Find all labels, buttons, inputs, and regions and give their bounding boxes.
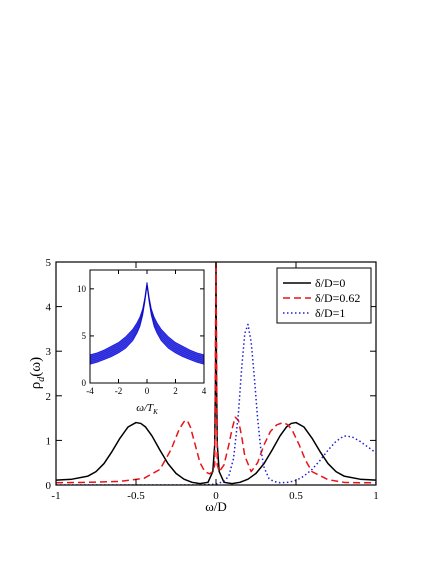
main-y-axis-label-suffix: (ω) bbox=[28, 357, 44, 377]
main-x-axis-label: ω/D bbox=[205, 499, 227, 514]
inset-ticks: -4 -2 0 2 4 0 5 10 bbox=[77, 270, 207, 396]
main-x-tick-label: 0 bbox=[213, 490, 219, 502]
inset-y-tick-label: 5 bbox=[82, 331, 87, 341]
inset-x-axis-label-sub: K bbox=[152, 408, 158, 416]
main-y-axis-label: ρd(ω) bbox=[28, 357, 47, 389]
legend-label-0: δ/D=0 bbox=[315, 276, 345, 290]
inset-series-band-0 bbox=[90, 282, 204, 365]
inset-x-tick-label: 0 bbox=[145, 386, 150, 396]
inset-chart: -4 -2 0 2 4 0 5 10 ω/TK bbox=[77, 269, 207, 416]
main-y-tick-label: 1 bbox=[46, 435, 52, 447]
legend-label-2: δ/D=1 bbox=[315, 306, 345, 320]
inset-series-group bbox=[90, 282, 204, 365]
main-y-tick-label: 3 bbox=[46, 346, 52, 358]
main-y-tick-label: 2 bbox=[46, 391, 52, 403]
main-series-line-1 bbox=[56, 262, 376, 484]
main-y-tick-label: 0 bbox=[46, 480, 52, 492]
inset-y-tick-label: 0 bbox=[82, 378, 87, 388]
inset-x-tick-label: -2 bbox=[115, 386, 123, 396]
inset-x-tick-label: -4 bbox=[86, 386, 94, 396]
main-x-tick-label: 0.5 bbox=[289, 490, 303, 502]
inset-y-tick-label: 10 bbox=[77, 284, 87, 294]
main-y-axis-label-sub: d bbox=[36, 376, 47, 382]
main-x-tick-label: -0.5 bbox=[127, 490, 145, 502]
main-x-tick-label: 1 bbox=[373, 490, 379, 502]
main-y-tick-label: 5 bbox=[46, 257, 52, 269]
legend-box bbox=[276, 267, 372, 324]
main-series-line-0 bbox=[56, 262, 376, 485]
main-y-tick-label: 4 bbox=[46, 302, 52, 314]
inset-x-tick-label: 2 bbox=[173, 386, 178, 396]
legend-label-1: δ/D=0.62 bbox=[315, 291, 360, 305]
main-x-tick-label: -1 bbox=[51, 490, 60, 502]
inset-series-line bbox=[90, 282, 204, 357]
main-series-group bbox=[56, 262, 376, 485]
inset-x-tick-label: 4 bbox=[202, 386, 207, 396]
legend: δ/D=0 δ/D=0.62 δ/D=1 bbox=[276, 267, 372, 324]
inset-x-axis-label: ω/TK bbox=[136, 402, 158, 416]
